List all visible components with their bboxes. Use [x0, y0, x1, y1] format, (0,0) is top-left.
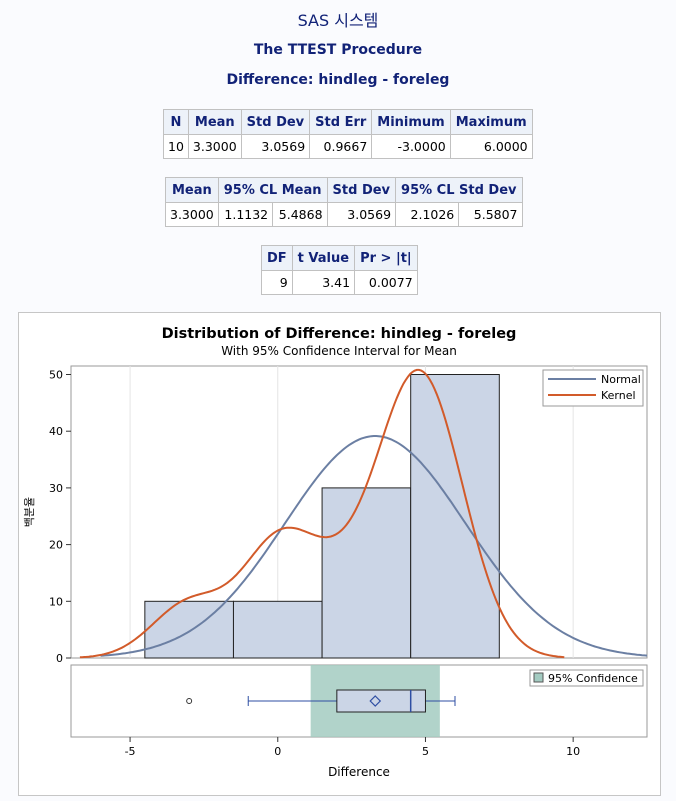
ttest-row: 9 3.41 0.0077 — [261, 270, 418, 295]
cl-row: 3.3000 1.1132 5.4868 3.0569 2.1026 5.580… — [165, 202, 523, 227]
cl-header: Mean — [165, 177, 219, 203]
legend-kernel-label: Kernel — [601, 389, 636, 402]
confidence-legend-swatch — [533, 672, 544, 683]
ttest-header: t Value — [291, 245, 356, 271]
chart-subtitle: With 95% Confidence Interval for Mean — [221, 344, 457, 358]
stats-row: 10 3.3000 3.0569 0.9667 -3.0000 6.0000 — [163, 134, 533, 159]
legend-normal-label: Normal — [601, 373, 641, 386]
stats-header: N — [163, 109, 189, 135]
cl-cell: 2.1026 — [395, 202, 460, 227]
stats-cell: 3.3000 — [187, 134, 242, 159]
x-tick-label: -5 — [125, 745, 136, 758]
ttest-header: DF — [261, 245, 293, 271]
stats-header: Std Err — [309, 109, 373, 135]
cl-cell: 3.3000 — [165, 202, 219, 227]
boxplot — [186, 665, 456, 737]
stats-header: Maximum — [449, 109, 533, 135]
cl-cell: 1.1132 — [217, 202, 274, 227]
x-tick-label: 0 — [274, 745, 281, 758]
cl-header: 95% CL Std Dev — [395, 177, 523, 203]
stats-cell: 3.0569 — [240, 134, 311, 159]
stats-header-row: N Mean Std Dev Std Err Minimum Maximum — [163, 109, 533, 135]
y-tick-label: 0 — [56, 652, 63, 665]
histogram-bars — [144, 374, 500, 659]
y-tick-label: 40 — [49, 425, 63, 438]
y-tick-label: 20 — [49, 539, 63, 552]
cl-header-row: Mean 95% CL Mean Std Dev 95% CL Std Dev — [165, 177, 523, 203]
ttest-header: Pr > |t| — [354, 245, 418, 271]
y-tick-label: 30 — [49, 482, 63, 495]
stats-header: Std Dev — [240, 109, 311, 135]
confidence-legend: 95% Confidence — [529, 669, 644, 687]
cl-cell: 3.0569 — [326, 202, 397, 227]
ttest-cell: 3.41 — [291, 270, 356, 295]
histogram-bar-2 — [232, 600, 323, 659]
stats-header: Mean — [187, 109, 242, 135]
stats-cell: 10 — [163, 134, 189, 159]
difference-title: Difference: hindleg - foreleg — [226, 72, 450, 88]
x-axis-label: Difference — [328, 765, 390, 779]
confidence-legend-label: 95% Confidence — [548, 672, 638, 685]
cl-header: 95% CL Mean — [217, 177, 328, 203]
x-tick-label: 5 — [422, 745, 429, 758]
outlier-point — [186, 698, 193, 704]
cl-cell: 5.4868 — [272, 202, 328, 227]
ttest-table: DF t Value Pr > |t| 9 3.41 0.0077 — [261, 245, 418, 295]
stats-cell: -3.0000 — [371, 134, 451, 159]
x-axis: -5 0 5 10 — [125, 737, 580, 758]
procedure-title: The TTEST Procedure — [253, 42, 423, 58]
y-tick-label: 50 — [49, 369, 63, 382]
chart-title: Distribution of Difference: hindleg - fo… — [162, 326, 517, 342]
confidence-limits-table: Mean 95% CL Mean Std Dev 95% CL Std Dev … — [165, 177, 523, 227]
legend-box — [542, 369, 644, 407]
y-axis: 0 10 20 30 40 50 — [49, 369, 71, 665]
histogram-bar-3 — [321, 487, 412, 659]
y-axis-label: 백분율 — [23, 497, 36, 527]
distribution-figure: Distribution of Difference: hindleg - fo… — [18, 312, 661, 796]
stats-cell: 0.9667 — [309, 134, 373, 159]
stats-header: Minimum — [371, 109, 451, 135]
distribution-chart: Distribution of Difference: hindleg - fo… — [23, 326, 648, 779]
y-tick-label: 10 — [49, 595, 63, 608]
x-tick-label: 10 — [566, 745, 580, 758]
interquartile-box — [336, 689, 426, 713]
density-curves — [79, 368, 648, 659]
histogram-bar-1 — [144, 600, 234, 659]
stats-cell: 6.0000 — [449, 134, 533, 159]
confidence-legend-box — [529, 669, 644, 687]
histogram-bar-4 — [410, 374, 500, 659]
chart-legend: Normal Kernel — [542, 369, 644, 407]
cl-header: Std Dev — [326, 177, 397, 203]
mean-marker — [369, 695, 382, 707]
stats-table: N Mean Std Dev Std Err Minimum Maximum 1… — [163, 109, 533, 159]
ttest-cell: 9 — [261, 270, 293, 295]
system-title: SAS 시스템 — [297, 11, 379, 30]
ttest-cell: 0.0077 — [354, 270, 418, 295]
ttest-header-row: DF t Value Pr > |t| — [261, 245, 418, 271]
normal-density-curve — [100, 435, 648, 657]
kernel-density-curve — [79, 368, 565, 659]
cl-cell: 5.5807 — [458, 202, 523, 227]
